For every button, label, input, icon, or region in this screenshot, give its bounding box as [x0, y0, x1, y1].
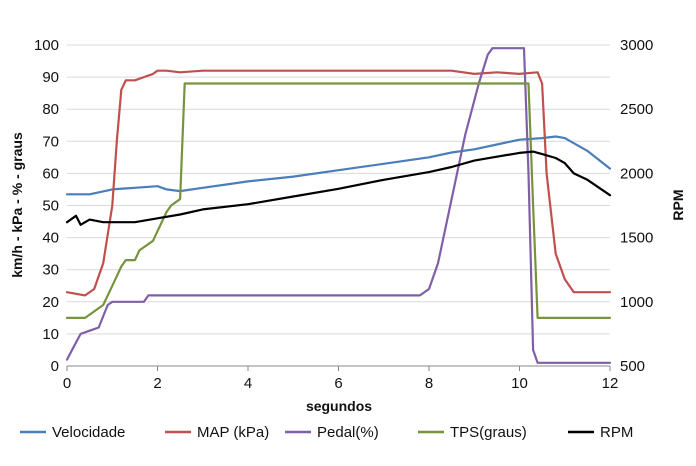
legend-label-pedal: Pedal(%)	[317, 424, 379, 441]
series-line-velocidade	[65, 135, 612, 196]
x-tick-6: 6	[334, 375, 342, 392]
y-right-tick-1000: 1000	[620, 294, 653, 311]
y-left-tick-30: 30	[42, 262, 59, 279]
y-right-tick-2500: 2500	[620, 101, 653, 118]
series-line-tps-graus	[65, 82, 612, 319]
legend-label-velocidade: Velocidade	[52, 424, 125, 441]
y-left-tick-100: 100	[34, 37, 59, 54]
x-tick-0: 0	[63, 375, 71, 392]
y-left-tick-labels: 0 10 20 30 40 50 60 70 80 90 100	[34, 37, 59, 375]
x-tick-8: 8	[425, 375, 433, 392]
y-left-tick-40: 40	[42, 230, 59, 247]
grid-lines	[67, 44, 610, 335]
legend-item-map-kpa: MAP (kPa)	[165, 424, 269, 441]
y-left-axis-title: km/h - kPa - % - graus	[9, 132, 25, 278]
y-right-tick-2000: 2000	[620, 165, 653, 182]
y-right-tick-labels: 500 1000 1500 2000 2500 3000	[620, 37, 653, 375]
legend-item-velocidade: Velocidade	[20, 424, 125, 441]
y-left-tick-10: 10	[42, 326, 59, 343]
x-tick-10: 10	[511, 375, 528, 392]
legend-label-tps-graus: TPS(graus)	[450, 424, 527, 441]
y-left-tick-70: 70	[42, 133, 59, 150]
x-tick-2: 2	[153, 375, 161, 392]
series-layer	[65, 47, 612, 364]
y-right-axis-title: RPM	[670, 189, 686, 220]
legend-item-rpm: RPM	[568, 424, 633, 441]
legend-item-tps-graus: TPS(graus)	[418, 424, 527, 441]
series-line-rpm	[65, 150, 612, 226]
y-left-tick-90: 90	[42, 69, 59, 86]
y-right-tick-1500: 1500	[620, 230, 653, 247]
x-tick-12: 12	[602, 375, 619, 392]
legend-item-pedal: Pedal(%)	[285, 424, 379, 441]
y-left-tick-60: 60	[42, 165, 59, 182]
y-left-tick-50: 50	[42, 198, 59, 215]
x-tick-labels: 0 2 4 6 8 10 12	[63, 375, 619, 392]
legend: Velocidade MAP (kPa) Pedal(%) TPS(graus) RPM	[20, 424, 633, 441]
y-right-tick-500: 500	[620, 358, 645, 375]
y-right-tick-3000: 3000	[620, 37, 653, 54]
y-left-tick-0: 0	[51, 358, 59, 375]
legend-label-map-kpa: MAP (kPa)	[197, 424, 269, 441]
y-left-tick-20: 20	[42, 294, 59, 311]
series-line-map-kpa	[65, 69, 612, 297]
legend-label-rpm: RPM	[600, 424, 633, 441]
series-line-pedal	[65, 47, 612, 364]
x-tick-4: 4	[244, 375, 252, 392]
axes	[66, 365, 611, 371]
x-axis-title: segundos	[306, 398, 372, 414]
y-left-tick-80: 80	[42, 101, 59, 118]
